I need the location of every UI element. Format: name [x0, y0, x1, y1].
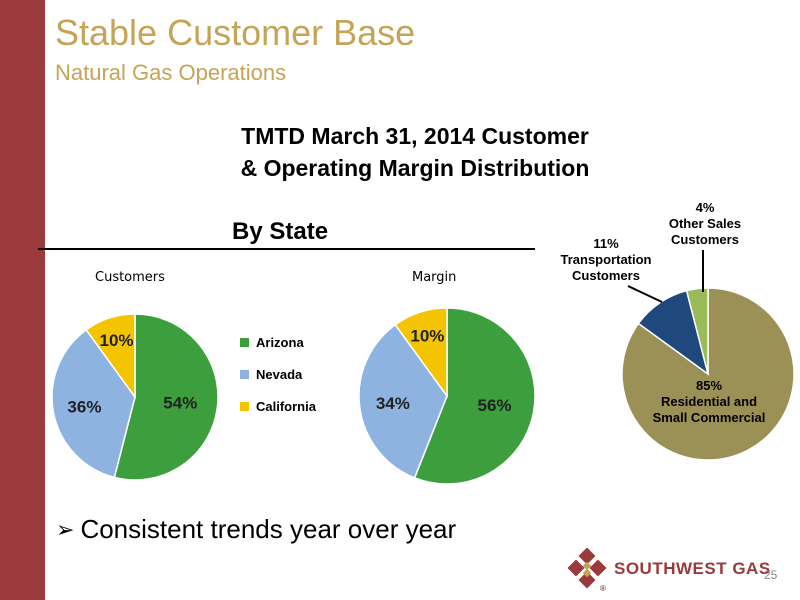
- margin-slice-california: [394, 307, 448, 399]
- other-sales-line2: Customers: [671, 232, 739, 247]
- customers-slice-arizona: [113, 313, 219, 481]
- transportation-label: 11% Transportation Customers: [548, 236, 664, 284]
- customers-label-arizona: 54%: [163, 394, 197, 413]
- other-sales-label: 4% Other Sales Customers: [655, 200, 755, 248]
- legend-label-nevada: Nevada: [256, 366, 303, 382]
- slide-title: Stable Customer Base: [55, 12, 416, 53]
- customers-label-california: 10%: [100, 331, 134, 350]
- chart-heading-line2: & Operating Margin Distribution: [240, 155, 590, 181]
- margin-slice-nevada: [358, 323, 448, 479]
- legend-swatch-california: [240, 401, 249, 411]
- legend-swatch-arizona: [240, 337, 249, 347]
- chart-legend: Arizona Nevada California: [240, 326, 316, 422]
- customers-slice-nevada: [51, 328, 136, 479]
- bullet-point: ➢ Consistent trends year over year: [56, 514, 456, 545]
- section-label: By State: [232, 218, 329, 245]
- legend-item-california: California: [240, 390, 316, 422]
- chart-heading-line1: TMTD March 31, 2014 Customer: [241, 123, 589, 149]
- divider-rule: [38, 248, 535, 250]
- customer-class-pie-chart: [621, 287, 795, 461]
- logo-text: SOUTHWEST GAS: [614, 559, 771, 578]
- legend-item-nevada: Nevada: [240, 358, 316, 390]
- margin-slice-arizona: [413, 307, 536, 485]
- legend-label-arizona: Arizona: [256, 334, 304, 350]
- transportation-line1: Transportation: [560, 252, 652, 267]
- customers-label-nevada: 36%: [67, 398, 101, 417]
- chart-heading: TMTD March 31, 2014 Customer & Operating…: [160, 120, 670, 184]
- bullet-text: Consistent trends year over year: [80, 514, 457, 544]
- residential-line2: Small Commercial: [652, 410, 766, 425]
- margin-pie-chart: 56% 34% 10%: [358, 307, 536, 485]
- southwest-gas-logo: SOUTHWEST GAS ®: [566, 548, 771, 593]
- registered-mark: ®: [600, 584, 606, 593]
- page-number: 25: [764, 568, 778, 582]
- customer-class-slice-other-sales-customers: [685, 287, 709, 375]
- customers-pie-chart: 54% 36% 10%: [51, 313, 219, 481]
- legend-label-california: California: [256, 398, 316, 414]
- customers-slice-california: [85, 313, 136, 400]
- side-accent-bar: [0, 0, 45, 600]
- slide-subtitle: Natural Gas Operations: [55, 60, 287, 85]
- transportation-line2: Customers: [572, 268, 640, 283]
- residential-line1: Residential and: [660, 394, 758, 409]
- residential-pct: 85%: [695, 378, 723, 393]
- legend-swatch-nevada: [240, 369, 249, 379]
- logo-mark-icon: [567, 548, 607, 589]
- customers-pie-title: Customers: [95, 270, 165, 285]
- transportation-pct: 11%: [593, 236, 619, 251]
- margin-label-nevada: 34%: [376, 394, 410, 413]
- legend-item-arizona: Arizona: [240, 326, 316, 358]
- margin-label-arizona: 56%: [478, 396, 512, 415]
- transportation-leader-line: [627, 285, 663, 303]
- other-sales-line1: Other Sales: [668, 216, 742, 231]
- arrow-bullet-icon: ➢: [56, 516, 75, 542]
- margin-label-california: 10%: [410, 327, 444, 346]
- residential-label: 85% Residential and Small Commercial: [634, 378, 784, 426]
- margin-pie-title: Margin: [412, 270, 457, 285]
- other-sales-pct: 4%: [695, 200, 715, 215]
